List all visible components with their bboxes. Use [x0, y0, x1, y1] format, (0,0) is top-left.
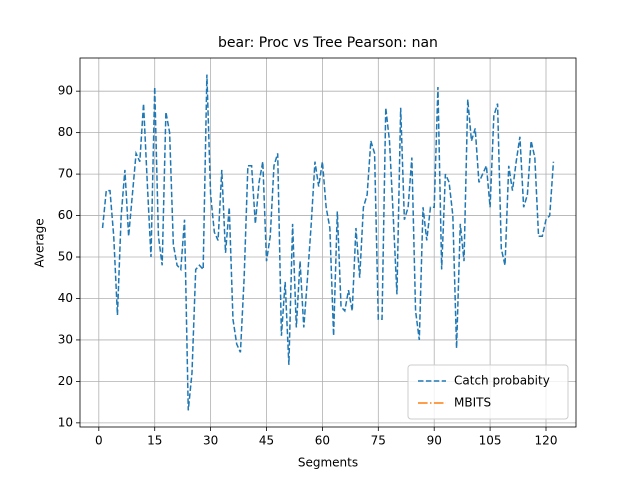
x-tick-label: 0 [95, 434, 103, 448]
x-tick-label: 15 [147, 434, 162, 448]
y-tick-label: 60 [58, 208, 73, 222]
chart-title: bear: Proc vs Tree Pearson: nan [218, 35, 438, 51]
y-tick-label: 30 [58, 332, 73, 346]
y-tick-label: 80 [58, 125, 73, 139]
y-tick-label: 40 [58, 291, 73, 305]
y-tick-label: 70 [58, 167, 73, 181]
legend-label: MBITS [454, 396, 491, 410]
x-tick-label: 45 [259, 434, 274, 448]
y-tick-label: 50 [58, 250, 73, 264]
x-tick-label: 60 [315, 434, 330, 448]
legend-box [407, 364, 569, 420]
x-tick-label: 75 [371, 434, 386, 448]
legend-label: Catch probabity [454, 374, 550, 388]
y-tick-label: 10 [58, 415, 73, 429]
y-tick-label: 90 [58, 84, 73, 98]
x-tick-label: 90 [427, 434, 442, 448]
plot-frame [79, 57, 577, 428]
y-tick-label: 20 [58, 374, 73, 388]
x-tick-label: 120 [535, 434, 558, 448]
data-line [101, 74, 555, 411]
y-axis-label: Average [33, 218, 47, 267]
x-tick-label: 30 [203, 434, 218, 448]
x-axis-label: Segments [298, 456, 358, 470]
x-tick-label: 105 [479, 434, 502, 448]
